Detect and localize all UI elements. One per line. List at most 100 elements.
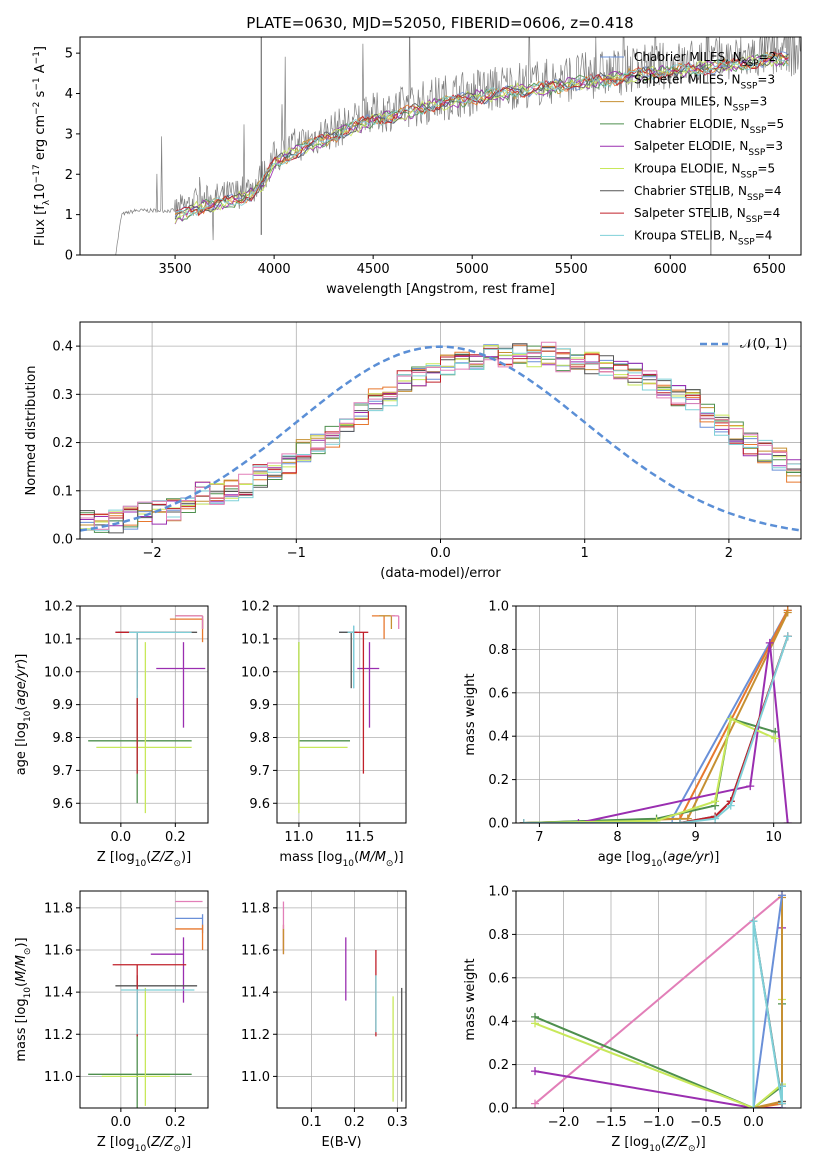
y-tick-label: 1 (65, 208, 73, 223)
y-tick-label: 11.4 (44, 986, 73, 1001)
ebv_mass-panel: 0.1 0.2 0.3 11.0 11.2 11.4 11.6 11.8 E(B-V) (241, 890, 408, 1150)
x-tick-label: 4000 (258, 262, 291, 277)
x-tick-label: 0.1 (301, 1115, 322, 1130)
x-axis-label: Z [log10(Z/Z⊙)] (97, 850, 191, 869)
weight-marker (778, 1099, 786, 1108)
y-axis-label: mass weight (463, 958, 478, 1040)
weight-marker (531, 1099, 539, 1108)
x-tick-label: 0.0 (111, 830, 132, 845)
x-tick-label: 8 (613, 830, 621, 845)
y-tick-label: 0.4 (52, 340, 73, 355)
panels: 3500 4000 4500 5000 5500 6000 6500 0 1 2 3 4 5 wavele… (14, 36, 802, 1154)
x-tick-label: 0.0 (430, 546, 451, 561)
weight-line (523, 636, 789, 823)
y-axis-label: age [log10(age/yr)] (14, 654, 33, 776)
z_weight-panel: −2.0 −1.5 −1.0 −0.5 0.0 0.0 0.2 0.4 0.6 0.8 1.0 Z [… (463, 885, 802, 1154)
y-tick-label: 9.8 (52, 731, 73, 746)
y-tick-label: 11.8 (241, 901, 270, 916)
legend-entry: Kroupa STELIB, NSSP=4 (634, 228, 772, 247)
y-tick-label: 9.9 (249, 698, 270, 713)
x-tick-label: 6000 (654, 262, 687, 277)
gaussian-curve (80, 345, 801, 532)
weight-marker (652, 816, 661, 823)
y-tick-label: 11.6 (44, 943, 73, 958)
y-tick-label: 0.4 (488, 730, 509, 745)
weight-marker (519, 819, 528, 823)
spectrum-data-line (115, 37, 801, 255)
x-tick-label: 11.5 (345, 830, 374, 845)
spectrum-model-line (174, 55, 789, 225)
x-tick-label: 6500 (753, 262, 786, 277)
x-tick-label: 5000 (456, 262, 489, 277)
residuals-plot-area (80, 341, 801, 534)
y-tick-label: 11.8 (44, 901, 73, 916)
y-tick-label: 0 (65, 249, 73, 264)
y-tick-label: 0.4 (488, 1015, 509, 1030)
y-tick-label: 11.6 (241, 943, 270, 958)
weight-line (534, 894, 783, 1105)
y-tick-label: 10.1 (44, 632, 73, 647)
mass_age-panel: 11.0 11.5 9.6 9.7 9.8 9.9 10.0 10.1 10.2 mass [lo… (241, 600, 407, 869)
weight-marker (778, 891, 786, 900)
y-tick-label: 9.6 (249, 797, 270, 812)
weight-marker (726, 801, 735, 810)
weight-line (523, 642, 789, 823)
spectrum-model-line (174, 53, 789, 217)
axes-frame (276, 890, 407, 1109)
x-axis-label: mass [log10(M/M⊙)] (279, 850, 403, 869)
x-axis-label: age [log10(age/yr)] (598, 850, 720, 869)
x-tick-label: −2 (143, 546, 162, 561)
y-axis-label: Flux [fλ10−17 erg cm−2 s−1 A−1] (32, 46, 52, 246)
axes-frame (79, 890, 209, 1109)
y-tick-label: 9.6 (52, 797, 73, 812)
y-tick-label: 11.4 (241, 986, 270, 1001)
x-tick-label: 0.3 (387, 1115, 408, 1130)
y-tick-label: 0.0 (488, 1102, 509, 1117)
ebv_mass-plot-area (282, 901, 403, 1102)
x-tick-label: 1 (581, 546, 589, 561)
x-tick-label: −1.0 (643, 1115, 675, 1130)
weight-marker (765, 638, 774, 647)
x-tick-label: 11.0 (284, 830, 313, 845)
legend-entry: Salpeter MILES, NSSP=3 (634, 72, 775, 91)
y-tick-label: 9.7 (52, 764, 73, 779)
weight-marker (531, 1067, 539, 1076)
y-tick-label: 10.2 (241, 600, 270, 615)
x-tick-label: 0.2 (165, 830, 186, 845)
legend-entry: Kroupa ELODIE, NSSP=5 (634, 162, 775, 181)
y-tick-label: 11.2 (241, 1028, 270, 1043)
weight-marker (711, 797, 720, 806)
residuals-panel: −2 −1 0.0 1 2 0.0 0.1 0.2 0.3 0.4 (data-model)/err… (24, 321, 802, 581)
x-tick-label: −1.5 (595, 1115, 627, 1130)
spectrum-panel: 3500 4000 4500 5000 5500 6000 6500 0 1 2 3 4 5 wavele… (32, 36, 802, 297)
weight-marker (574, 819, 583, 823)
x-tick-label: −0.5 (690, 1115, 722, 1130)
z_mass-plot-area (88, 900, 204, 1108)
spectrum-legend: Chabrier MILES, NSSP=2 Salpeter MILES, NS… (600, 50, 784, 247)
axes-frame (276, 605, 407, 824)
y-tick-label: 10.1 (241, 632, 270, 647)
weight-line (523, 609, 789, 823)
x-tick-label: 7 (535, 830, 543, 845)
weight-marker (749, 1104, 758, 1108)
y-tick-label: 0.0 (52, 533, 73, 548)
legend-entry: Kroupa MILES, NSSP=3 (634, 95, 767, 114)
x-tick-label: 0.2 (344, 1115, 365, 1130)
z_age-panel: 0.0 0.2 9.6 9.7 9.8 9.9 10.0 10.1 10.2 Z [log10(Z… (14, 600, 209, 869)
y-tick-label: 0.0 (488, 817, 509, 832)
y-tick-label: 9.9 (52, 698, 73, 713)
y-tick-label: 4 (65, 87, 73, 102)
y-axis-label: mass [log10(M/M⊙)] (14, 937, 33, 1061)
y-tick-label: 2 (65, 168, 73, 183)
y-tick-label: 11.2 (44, 1028, 73, 1043)
spectrum-model-line (174, 51, 789, 216)
legend-entry: Salpeter STELIB, NSSP=4 (634, 206, 780, 225)
y-tick-label: 10.0 (44, 665, 73, 680)
x-tick-label: 3500 (159, 262, 192, 277)
y-tick-label: 9.7 (249, 764, 270, 779)
spectrum-model-line (174, 53, 789, 220)
weight-line (523, 612, 789, 823)
legend-entry: 𝒩(0, 1) (740, 337, 787, 352)
x-tick-label: 0.0 (111, 1115, 132, 1130)
